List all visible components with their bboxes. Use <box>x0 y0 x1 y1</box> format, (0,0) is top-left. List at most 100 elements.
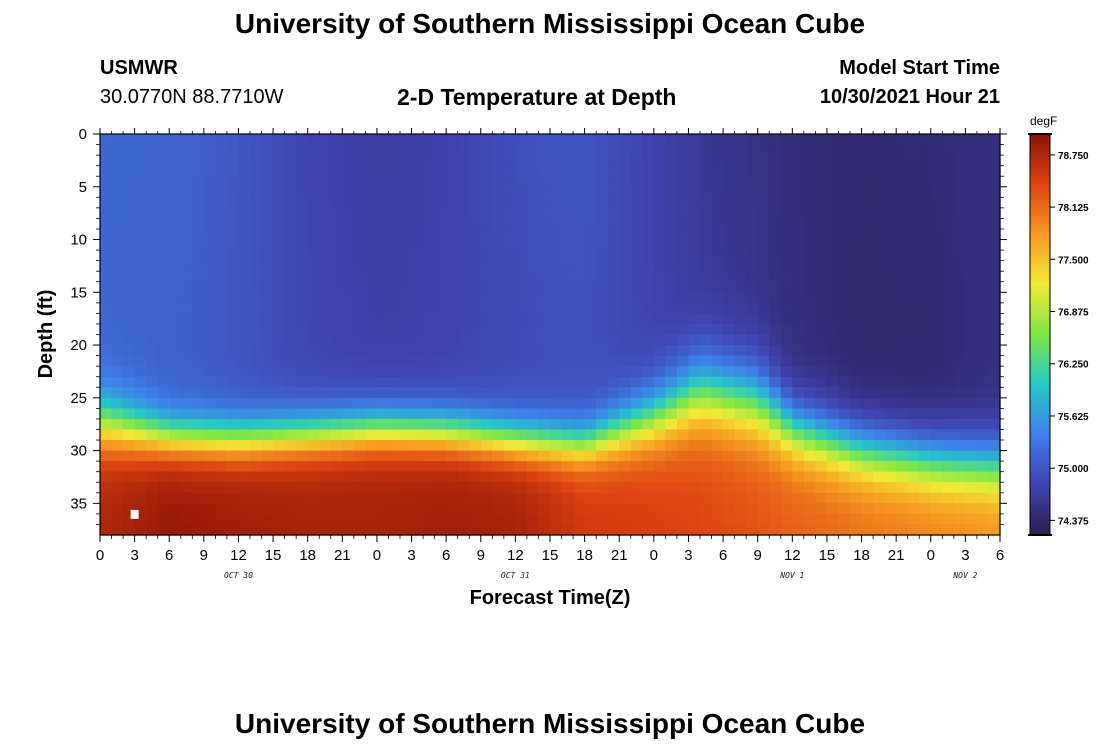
heatmap-cell <box>446 228 459 241</box>
heatmap-cell <box>953 165 966 177</box>
heatmap-cell <box>815 313 828 325</box>
heatmap-cell <box>676 503 690 515</box>
heatmap-cell <box>988 387 1001 399</box>
heatmap-cell <box>573 345 586 357</box>
heatmap-cell <box>619 397 632 409</box>
heatmap-cell <box>896 471 909 483</box>
heatmap-cell <box>146 302 159 314</box>
heatmap-cell <box>723 355 736 367</box>
heatmap-cell <box>630 302 643 314</box>
heatmap-cell <box>250 429 263 441</box>
heatmap-cell <box>376 471 390 483</box>
heatmap-cell <box>942 397 955 409</box>
heatmap-cell <box>123 165 136 177</box>
heatmap-cell <box>146 408 159 420</box>
heatmap-cell <box>653 524 666 536</box>
heatmap-cell <box>353 513 366 526</box>
heatmap-cell <box>296 218 309 230</box>
heatmap-cell <box>550 250 563 262</box>
heatmap-cell <box>942 134 955 146</box>
heatmap-cell <box>319 418 332 431</box>
heatmap-cell <box>123 429 136 441</box>
heatmap-cell <box>953 323 966 336</box>
heatmap-cell <box>896 302 909 314</box>
heatmap-cell <box>711 239 724 251</box>
heatmap-cell <box>215 134 228 146</box>
heatmap-cell <box>884 260 897 272</box>
heatmap-cell <box>907 397 920 409</box>
heatmap-cell <box>180 323 193 336</box>
heatmap-cell <box>526 292 540 304</box>
heatmap-cell <box>573 513 586 526</box>
heatmap-cell <box>919 207 932 220</box>
heatmap-cell <box>653 144 666 156</box>
heatmap-cell <box>111 155 124 167</box>
heatmap-cell <box>688 313 701 325</box>
heatmap-cell <box>169 292 182 304</box>
heatmap-cell <box>284 387 297 399</box>
heatmap-cell <box>884 345 897 357</box>
heatmap-cell <box>169 440 182 452</box>
heatmap-cell <box>515 313 528 325</box>
heatmap-cell <box>215 440 228 452</box>
heatmap-cell <box>826 134 840 146</box>
heatmap-cell <box>976 144 990 156</box>
heatmap-cell <box>711 271 724 283</box>
heatmap-cell <box>376 513 390 526</box>
heatmap-cell <box>976 260 990 272</box>
heatmap-cell <box>123 461 136 473</box>
heatmap-cell <box>780 239 793 251</box>
heatmap-cell <box>203 186 216 198</box>
heatmap-cell <box>365 239 378 251</box>
heatmap-cell <box>330 418 343 431</box>
heatmap-cell <box>711 492 724 504</box>
heatmap-cell <box>284 165 297 177</box>
heatmap-cell <box>700 218 713 230</box>
heatmap-cell <box>873 176 886 188</box>
heatmap-cell <box>446 207 459 220</box>
heatmap-cell <box>838 450 851 462</box>
heatmap-cell <box>446 387 459 399</box>
heatmap-cell <box>642 186 655 198</box>
heatmap-cell <box>123 292 136 304</box>
heatmap-cell <box>365 271 378 283</box>
heatmap-cell <box>757 144 770 156</box>
heatmap-cell <box>296 513 309 526</box>
heatmap-cell <box>261 250 274 262</box>
heatmap-cell <box>688 250 701 262</box>
heatmap-cell <box>273 345 286 357</box>
heatmap-cell <box>630 313 643 325</box>
heatmap-cell <box>330 197 343 209</box>
heatmap-cell <box>700 376 713 388</box>
heatmap-cell <box>296 197 309 209</box>
heatmap-cell <box>746 155 759 167</box>
heatmap-cell <box>457 355 470 367</box>
heatmap-cell <box>550 503 563 515</box>
heatmap-cell <box>815 450 828 462</box>
heatmap-cell <box>526 408 540 420</box>
heatmap-cell <box>573 271 586 283</box>
heatmap-cell <box>134 186 147 198</box>
heatmap-cell <box>457 345 470 357</box>
heatmap-cell <box>976 292 990 304</box>
heatmap-cell <box>700 429 713 441</box>
heatmap-cell <box>630 503 643 515</box>
heatmap-cell <box>400 450 413 462</box>
heatmap-cell <box>723 334 736 346</box>
heatmap-cell <box>100 228 113 241</box>
heatmap-cell <box>596 366 609 378</box>
heatmap-cell <box>965 418 978 431</box>
heatmap-cell <box>607 165 620 177</box>
heatmap-cell <box>838 323 851 336</box>
heatmap-cell <box>492 197 505 209</box>
heatmap-cell <box>319 228 332 241</box>
heatmap-cell <box>100 176 113 188</box>
heatmap-cell <box>746 165 759 177</box>
heatmap-cell <box>792 302 805 314</box>
heatmap-cell <box>307 366 320 378</box>
heatmap-cell <box>988 271 1001 283</box>
heatmap-cell <box>296 461 309 473</box>
heatmap-cell <box>596 334 609 346</box>
heatmap-cell <box>653 186 666 198</box>
heatmap-cell <box>434 524 447 536</box>
